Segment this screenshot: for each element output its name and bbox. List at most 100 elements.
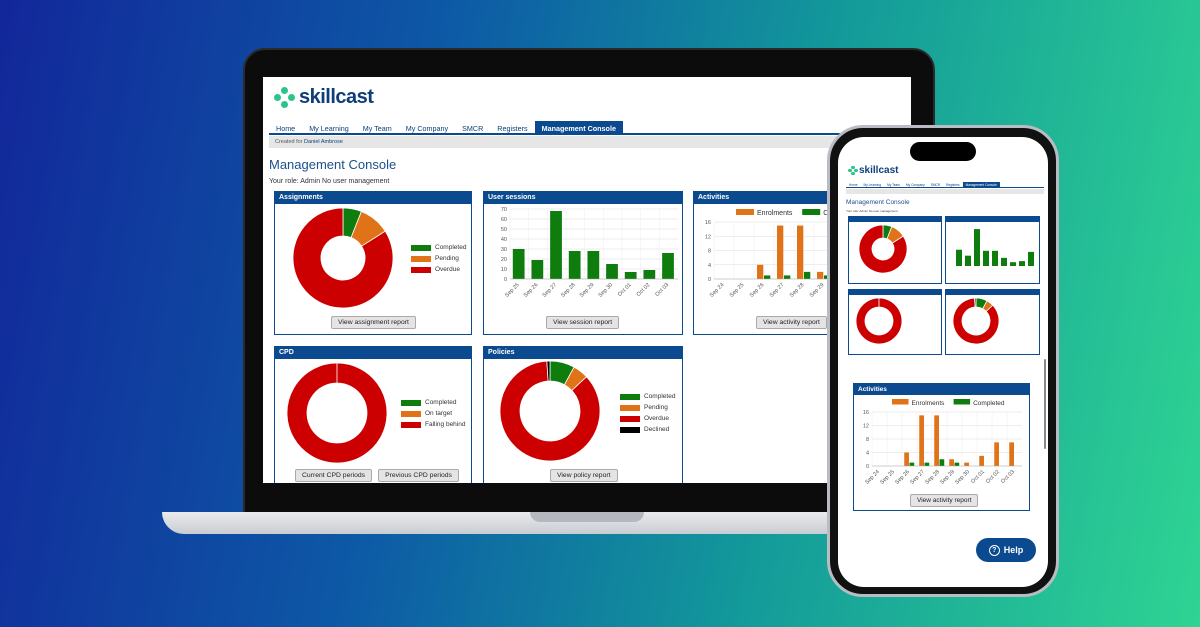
phone-session-bar-1 bbox=[965, 255, 971, 266]
phone-cpd-donut bbox=[855, 297, 903, 345]
legend-item-completed: Completed bbox=[411, 242, 466, 253]
created-for-bar: Created for Daniel Ambrose bbox=[269, 136, 905, 148]
assignments-title: Assignments bbox=[275, 192, 471, 204]
legend-swatch bbox=[411, 266, 431, 273]
nav-item-registers[interactable]: Registers bbox=[497, 124, 528, 133]
logo-mark-icon bbox=[274, 86, 296, 109]
phone-session-bar-6 bbox=[1010, 262, 1016, 266]
user-sessions-panel: User sessions 0 10 20 30 40 50 60 70 Sep 25 Sep 2… bbox=[483, 191, 683, 335]
bar-completed-3 bbox=[784, 275, 791, 279]
y-tick-label: 8 bbox=[866, 437, 869, 443]
x-tick-label: Sep 25 bbox=[729, 282, 746, 299]
y-tick-label: 8 bbox=[708, 249, 711, 255]
x-tick-label: Sep 24 bbox=[864, 469, 881, 486]
x-tick-label: Sep 29 bbox=[809, 282, 826, 299]
x-tick-label: Sep 30 bbox=[954, 469, 971, 486]
bar-enrolments-7 bbox=[979, 455, 984, 466]
legend-label-completed: Completed bbox=[973, 400, 1005, 407]
help-label: Help bbox=[1003, 545, 1024, 555]
bar-values-3 bbox=[568, 251, 581, 279]
phone-role: Your role: Admin No user management bbox=[846, 209, 898, 213]
help-button[interactable]: ? Help bbox=[976, 538, 1036, 562]
bar-values-6 bbox=[624, 272, 637, 279]
bar-values-0 bbox=[512, 249, 525, 279]
phone-activities-panel: Activities 0 4 8 12 16 Sep 24 Sep 25 Sep 26 Sep … bbox=[853, 383, 1030, 511]
view-policy-report-button[interactable]: View policy report bbox=[550, 469, 618, 482]
y-tick-label: 0 bbox=[504, 277, 507, 283]
legend-item-pending: Pending bbox=[620, 402, 675, 413]
user-role: Your role: Admin No user management bbox=[269, 178, 390, 185]
phone-cpd-slice-falling-behind bbox=[855, 297, 903, 345]
phone-nav-item-my-learning[interactable]: My Learning bbox=[863, 183, 882, 187]
phone-assignments-slice-overdue bbox=[858, 224, 908, 274]
legend-item-on-target: On target bbox=[401, 408, 465, 419]
assignments-slice-overdue bbox=[292, 207, 394, 309]
phone-nav-item-home[interactable]: Home bbox=[849, 183, 858, 187]
phone-nav-item-my-company[interactable]: My Company bbox=[905, 183, 925, 187]
phone-assignments-donut bbox=[858, 224, 908, 274]
y-tick-label: 50 bbox=[501, 227, 507, 233]
y-tick-label: 60 bbox=[501, 217, 507, 223]
view-assignment-report-button[interactable]: View assignment report bbox=[331, 316, 416, 329]
nav-item-my-team[interactable]: My Team bbox=[362, 124, 392, 133]
x-tick-label: Sep 28 bbox=[560, 282, 577, 299]
nav-item-my-learning[interactable]: My Learning bbox=[309, 124, 349, 133]
cpd-slice-falling-behind bbox=[286, 362, 388, 464]
view-activity-report-button[interactable]: View activity report bbox=[756, 316, 827, 329]
policies-slice-declined bbox=[546, 360, 551, 382]
bar-enrolments-8 bbox=[994, 442, 999, 466]
phone-nav: Home My Learning My Team My Company SMCR Regi… bbox=[846, 182, 1044, 188]
nav-item-management-console[interactable]: Management Console bbox=[534, 121, 623, 133]
y-tick-label: 20 bbox=[501, 257, 507, 263]
phone-session-bar-3 bbox=[983, 250, 989, 266]
previous-cpd-periods-button[interactable]: Previous CPD periods bbox=[378, 469, 459, 482]
legend-label-enrolments: Enrolments bbox=[757, 210, 793, 217]
x-tick-label: Oct 02 bbox=[636, 282, 652, 298]
nav-item-my-company[interactable]: My Company bbox=[405, 124, 449, 133]
phone-activities-title: Activities bbox=[854, 384, 1029, 395]
legend-label: On target bbox=[425, 410, 453, 417]
phone-screen: skillcast Home My Learning My Team My Compa… bbox=[838, 137, 1048, 587]
legend-swatch bbox=[620, 404, 640, 411]
legend-swatch bbox=[401, 410, 421, 417]
assignments-donut-chart bbox=[292, 207, 394, 309]
bar-completed-4 bbox=[804, 271, 811, 279]
policies-legend: Completed Pending Overdue Declined bbox=[620, 391, 675, 435]
view-session-report-button[interactable]: View session report bbox=[546, 316, 620, 329]
bar-enrolments-2 bbox=[757, 264, 764, 279]
x-tick-label: Oct 03 bbox=[1000, 469, 1016, 485]
phone-nav-item-registers[interactable]: Registers bbox=[946, 183, 960, 187]
laptop-screen: skillcast Home My Learning My Team My Compa… bbox=[263, 77, 911, 483]
phone-logo[interactable]: skillcast bbox=[848, 165, 898, 176]
phone-view-activity-report-button[interactable]: View activity report bbox=[910, 494, 979, 507]
legend-swatch-enrolments bbox=[892, 399, 909, 405]
bar-values-4 bbox=[587, 251, 600, 279]
nav-item-smcr[interactable]: SMCR bbox=[462, 124, 484, 133]
legend-label-enrolments: Enrolments bbox=[912, 400, 946, 407]
phone-nav-item-management-console[interactable]: Management Console bbox=[962, 182, 1000, 187]
bar-completed-4 bbox=[939, 459, 945, 466]
logo[interactable]: skillcast bbox=[274, 86, 374, 109]
x-tick-label: Oct 01 bbox=[617, 282, 633, 298]
phone-page-title: Management Console bbox=[846, 199, 910, 206]
bar-enrolments-6 bbox=[964, 462, 969, 466]
x-tick-label: Oct 01 bbox=[970, 469, 986, 485]
policies-title: Policies bbox=[484, 347, 682, 359]
phone-nav-item-smcr[interactable]: SMCR bbox=[930, 183, 941, 187]
legend-swatch bbox=[411, 244, 431, 251]
cpd-legend: Completed On target Falling behind bbox=[401, 397, 465, 430]
current-cpd-periods-button[interactable]: Current CPD periods bbox=[295, 469, 373, 482]
phone-subbar bbox=[846, 189, 1044, 194]
phone-scrollbar[interactable] bbox=[1044, 359, 1046, 449]
laptop-base bbox=[162, 512, 1017, 534]
phone-nav-item-my-team[interactable]: My Team bbox=[887, 183, 900, 187]
x-tick-label: Oct 03 bbox=[654, 282, 670, 298]
nav-item-home[interactable]: Home bbox=[276, 124, 296, 133]
help-icon: ? bbox=[988, 544, 1000, 556]
laptop-notch bbox=[530, 512, 644, 522]
cpd-buttons: Current CPD periods Previous CPD periods bbox=[295, 469, 459, 482]
x-tick-label: Sep 28 bbox=[924, 469, 941, 486]
x-tick-label: Sep 29 bbox=[939, 469, 956, 486]
y-tick-label: 70 bbox=[501, 207, 507, 213]
y-tick-label: 12 bbox=[705, 234, 711, 240]
